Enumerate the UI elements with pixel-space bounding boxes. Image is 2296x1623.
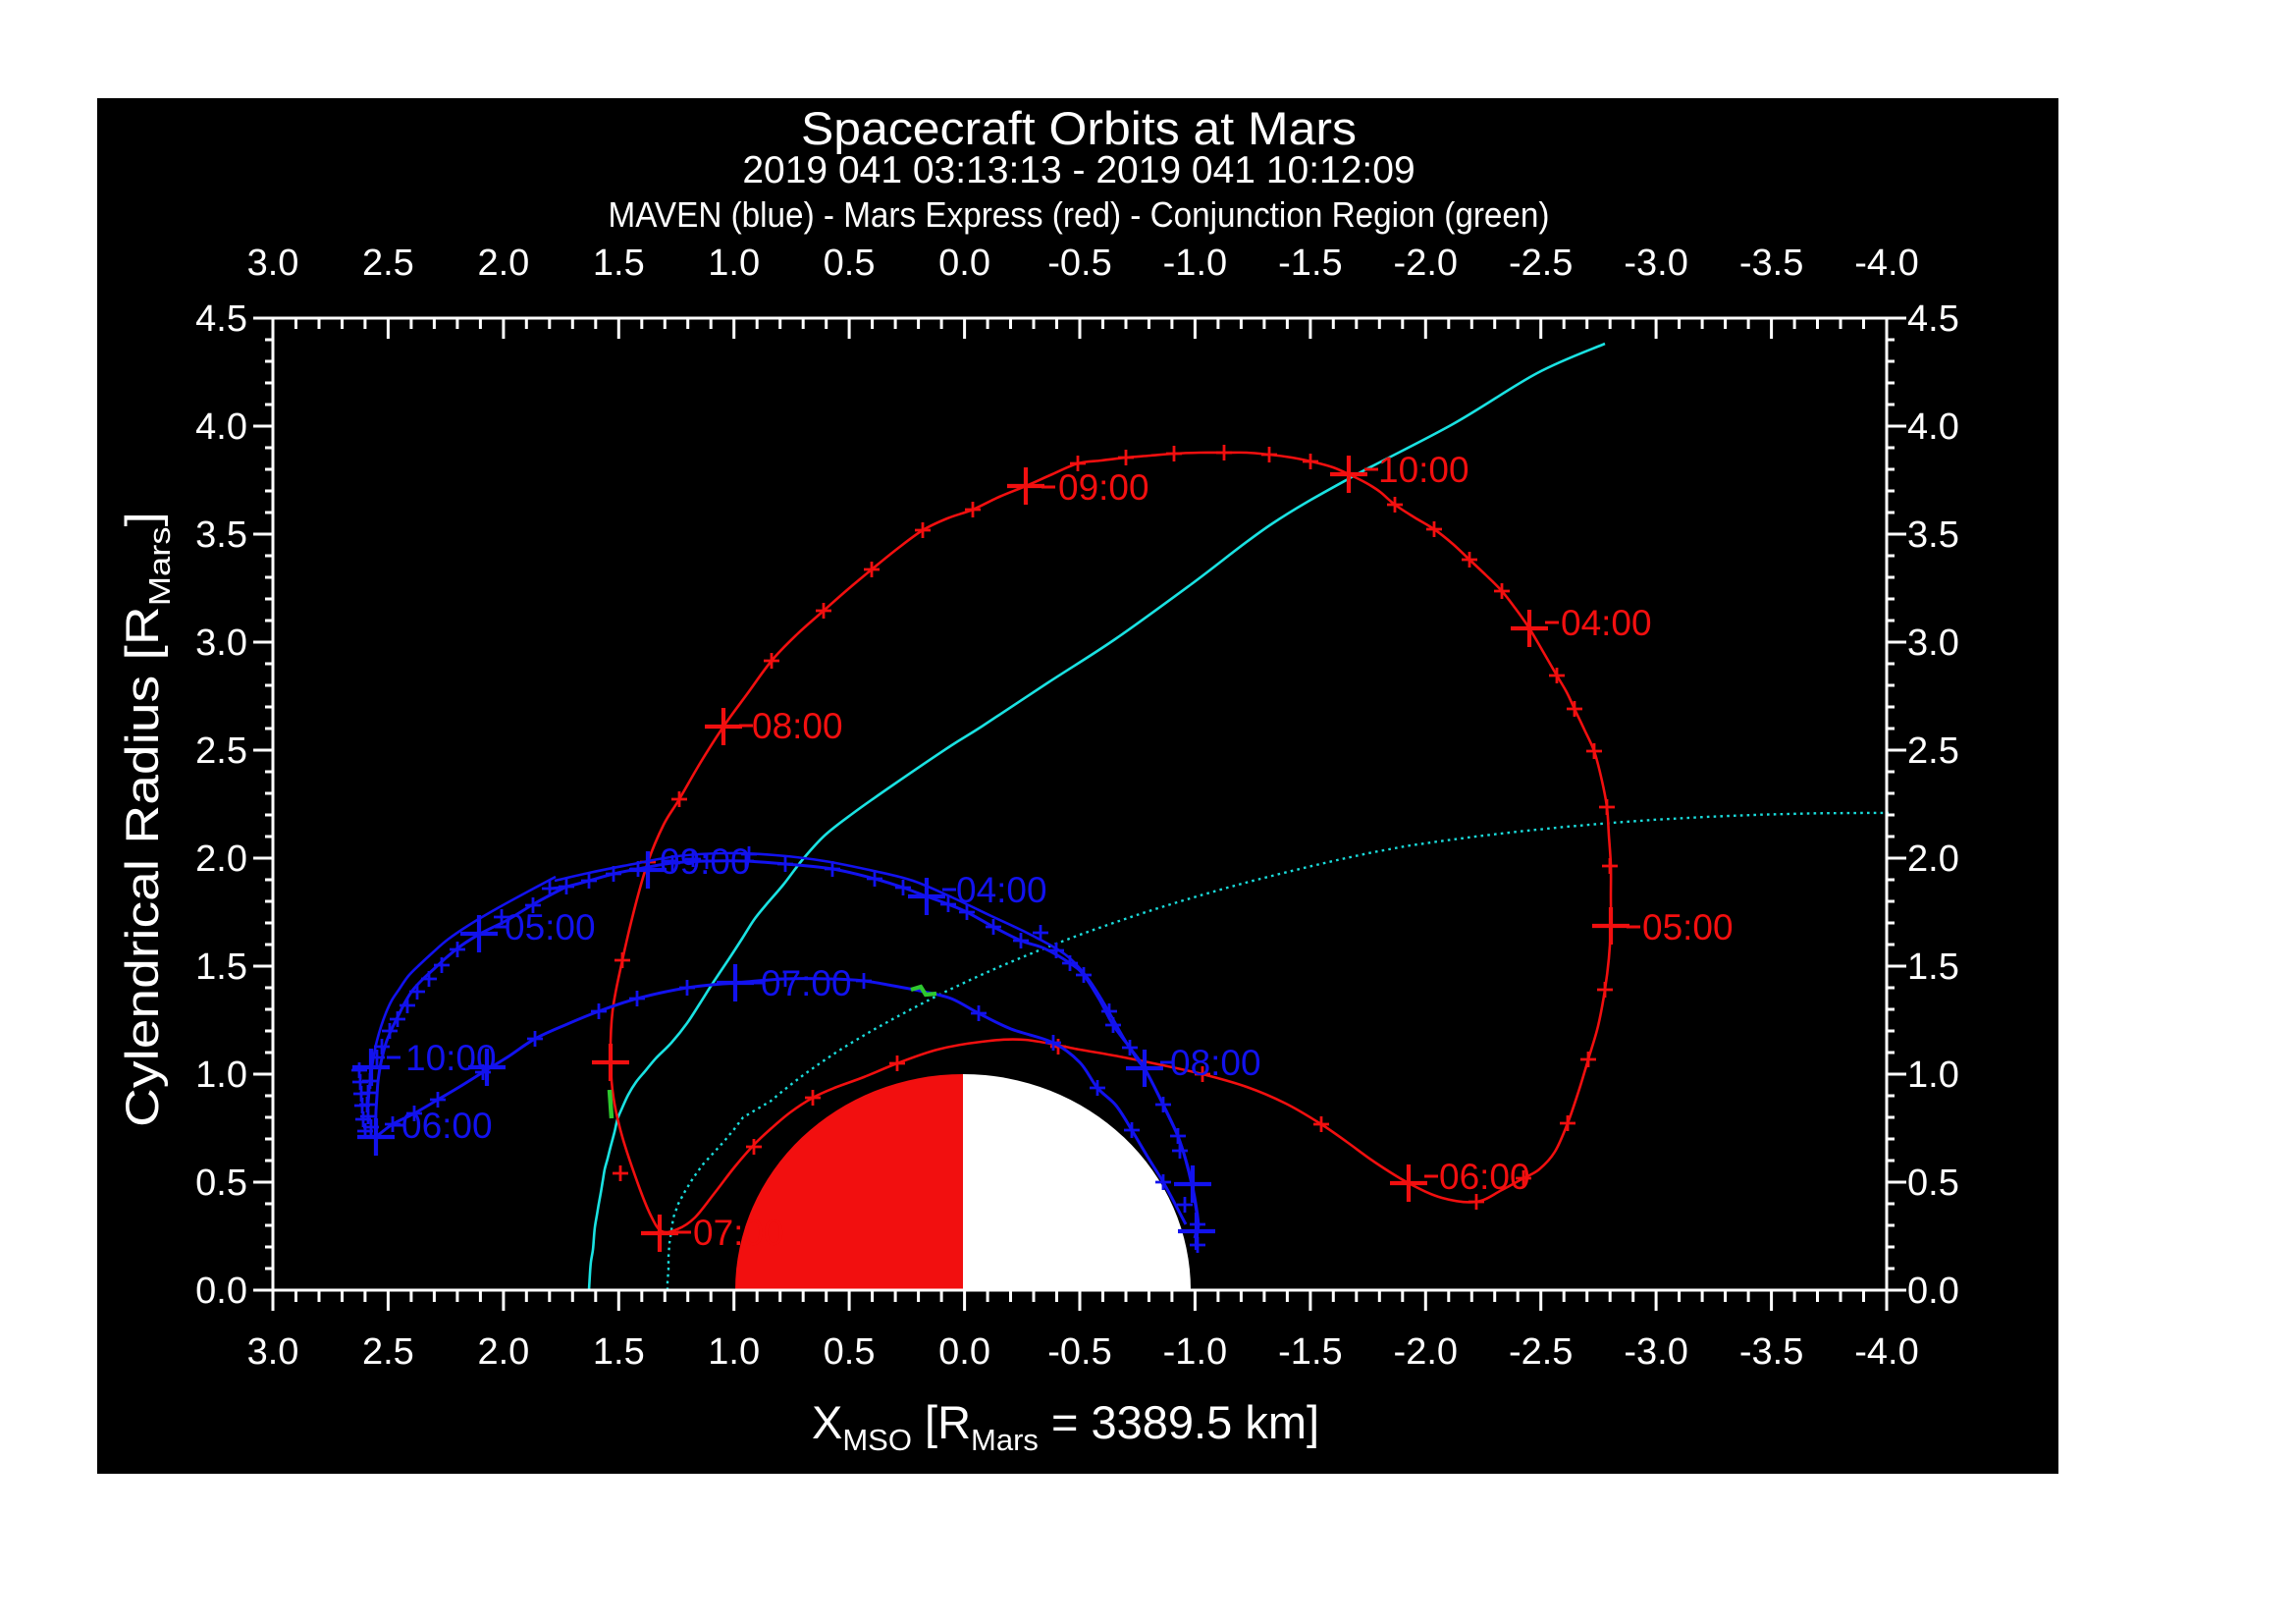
svg-text:Spacecraft Orbits at Mars: Spacecraft Orbits at Mars — [801, 102, 1357, 154]
svg-text:0.0: 0.0 — [195, 1271, 247, 1312]
svg-text:1.0: 1.0 — [708, 1331, 760, 1373]
svg-text:2.5: 2.5 — [362, 243, 414, 284]
svg-text:-4.0: -4.0 — [1854, 1331, 1918, 1373]
svg-text:-4.0: -4.0 — [1854, 243, 1918, 284]
svg-text:0.5: 0.5 — [195, 1163, 247, 1204]
svg-text:2.0: 2.0 — [1907, 839, 1959, 880]
svg-text:0.5: 0.5 — [824, 1331, 876, 1373]
svg-text:08:00: 08:00 — [1170, 1043, 1261, 1083]
svg-text:2019 041 03:13:13 - 2019 041 1: 2019 041 03:13:13 - 2019 041 10:12:09 — [742, 149, 1415, 191]
svg-text:2.0: 2.0 — [477, 1331, 529, 1373]
svg-text:1.0: 1.0 — [708, 243, 760, 284]
svg-text:10:00: 10:00 — [405, 1038, 497, 1078]
svg-text:-0.5: -0.5 — [1047, 1331, 1111, 1373]
svg-text:04:00: 04:00 — [956, 870, 1047, 910]
svg-text:2.0: 2.0 — [477, 243, 529, 284]
svg-text:4.5: 4.5 — [195, 298, 247, 340]
svg-text:-3.5: -3.5 — [1739, 243, 1803, 284]
svg-text:0.0: 0.0 — [938, 243, 990, 284]
svg-text:4.0: 4.0 — [195, 406, 247, 448]
svg-text:07:00: 07:00 — [693, 1213, 784, 1253]
svg-text:0.0: 0.0 — [938, 1331, 990, 1373]
svg-text:3.5: 3.5 — [195, 514, 247, 556]
svg-text:05:00: 05:00 — [1642, 907, 1734, 947]
svg-text:1.0: 1.0 — [195, 1055, 247, 1096]
svg-text:-1.5: -1.5 — [1278, 243, 1342, 284]
svg-text:08:00: 08:00 — [752, 706, 843, 746]
svg-text:4.0: 4.0 — [1907, 406, 1959, 448]
svg-text:3.0: 3.0 — [247, 243, 299, 284]
svg-text:2.5: 2.5 — [362, 1331, 414, 1373]
svg-text:4.5: 4.5 — [1907, 298, 1959, 340]
svg-text:1.0: 1.0 — [1907, 1055, 1959, 1096]
svg-text:1.5: 1.5 — [1907, 947, 1959, 988]
svg-text:-1.0: -1.0 — [1163, 1331, 1227, 1373]
svg-text:-3.5: -3.5 — [1739, 1331, 1803, 1373]
svg-text:0.5: 0.5 — [1907, 1163, 1959, 1204]
svg-text:-1.0: -1.0 — [1163, 243, 1227, 284]
svg-text:MAVEN (blue) - Mars Express (r: MAVEN (blue) - Mars Express (red) - Conj… — [609, 194, 1550, 235]
svg-text:06:00: 06:00 — [1439, 1157, 1530, 1197]
svg-text:2.5: 2.5 — [195, 730, 247, 772]
svg-text:-1.5: -1.5 — [1278, 1331, 1342, 1373]
svg-text:1.5: 1.5 — [195, 947, 247, 988]
svg-text:-2.0: -2.0 — [1394, 243, 1458, 284]
svg-text:3.0: 3.0 — [247, 1331, 299, 1373]
svg-text:-3.0: -3.0 — [1624, 1331, 1687, 1373]
svg-text:-2.5: -2.5 — [1509, 243, 1573, 284]
svg-text:09:00: 09:00 — [1058, 467, 1149, 508]
svg-text:1.5: 1.5 — [593, 1331, 645, 1373]
svg-text:-2.0: -2.0 — [1394, 1331, 1458, 1373]
svg-text:09:00: 09:00 — [660, 841, 751, 882]
svg-text:06:00: 06:00 — [401, 1106, 493, 1146]
svg-text:Cylendrical Radius [RMars]: Cylendrical Radius [RMars] — [116, 512, 177, 1127]
svg-text:3.0: 3.0 — [1907, 622, 1959, 664]
svg-text:05:00: 05:00 — [505, 907, 596, 947]
svg-text:3.5: 3.5 — [1907, 514, 1959, 556]
svg-text:2.5: 2.5 — [1907, 730, 1959, 772]
svg-text:1.5: 1.5 — [593, 243, 645, 284]
svg-text:3.0: 3.0 — [195, 622, 247, 664]
svg-text:0.5: 0.5 — [824, 243, 876, 284]
svg-text:04:00: 04:00 — [1561, 603, 1652, 643]
svg-text:07:00: 07:00 — [761, 963, 852, 1003]
svg-text:2.0: 2.0 — [195, 839, 247, 880]
svg-text:10:00: 10:00 — [1378, 450, 1469, 490]
svg-text:0.0: 0.0 — [1907, 1271, 1959, 1312]
svg-text:-2.5: -2.5 — [1509, 1331, 1573, 1373]
svg-text:-0.5: -0.5 — [1047, 243, 1111, 284]
svg-text:-3.0: -3.0 — [1624, 243, 1687, 284]
